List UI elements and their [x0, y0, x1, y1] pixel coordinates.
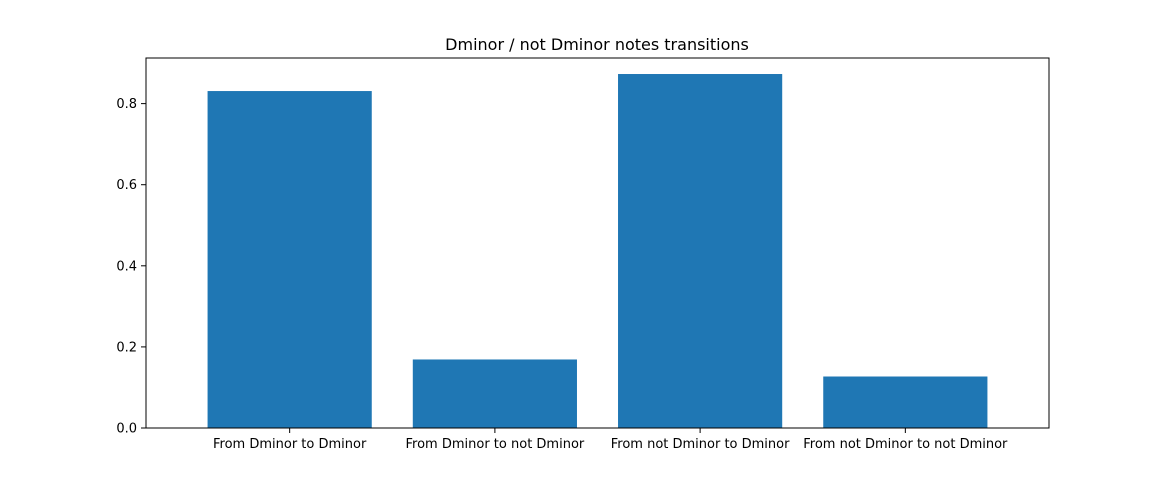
bars-layer	[207, 74, 988, 429]
bar-1	[207, 91, 372, 429]
bar-3	[618, 74, 783, 428]
y-tick-label: 0.2	[116, 340, 137, 355]
axes-layer: From Dminor to Dminor From Dminor to not …	[116, 97, 1008, 452]
bar-2	[412, 359, 577, 428]
y-tick-label: 0.0	[116, 422, 137, 437]
x-tick-label: From not Dminor to not Dminor	[803, 437, 1008, 452]
x-tick-label: From Dminor to not Dminor	[406, 437, 585, 452]
bar-4	[823, 376, 988, 428]
x-tick-label: From Dminor to Dminor	[213, 437, 367, 452]
x-tick-label: From not Dminor to Dminor	[611, 437, 790, 452]
y-tick-label: 0.4	[116, 259, 137, 274]
plot-frame	[145, 57, 1050, 429]
chart-title: Dminor / not Dminor notes transitions	[445, 35, 749, 54]
y-tick-label: 0.6	[116, 178, 137, 193]
y-tick-label: 0.8	[116, 97, 137, 112]
